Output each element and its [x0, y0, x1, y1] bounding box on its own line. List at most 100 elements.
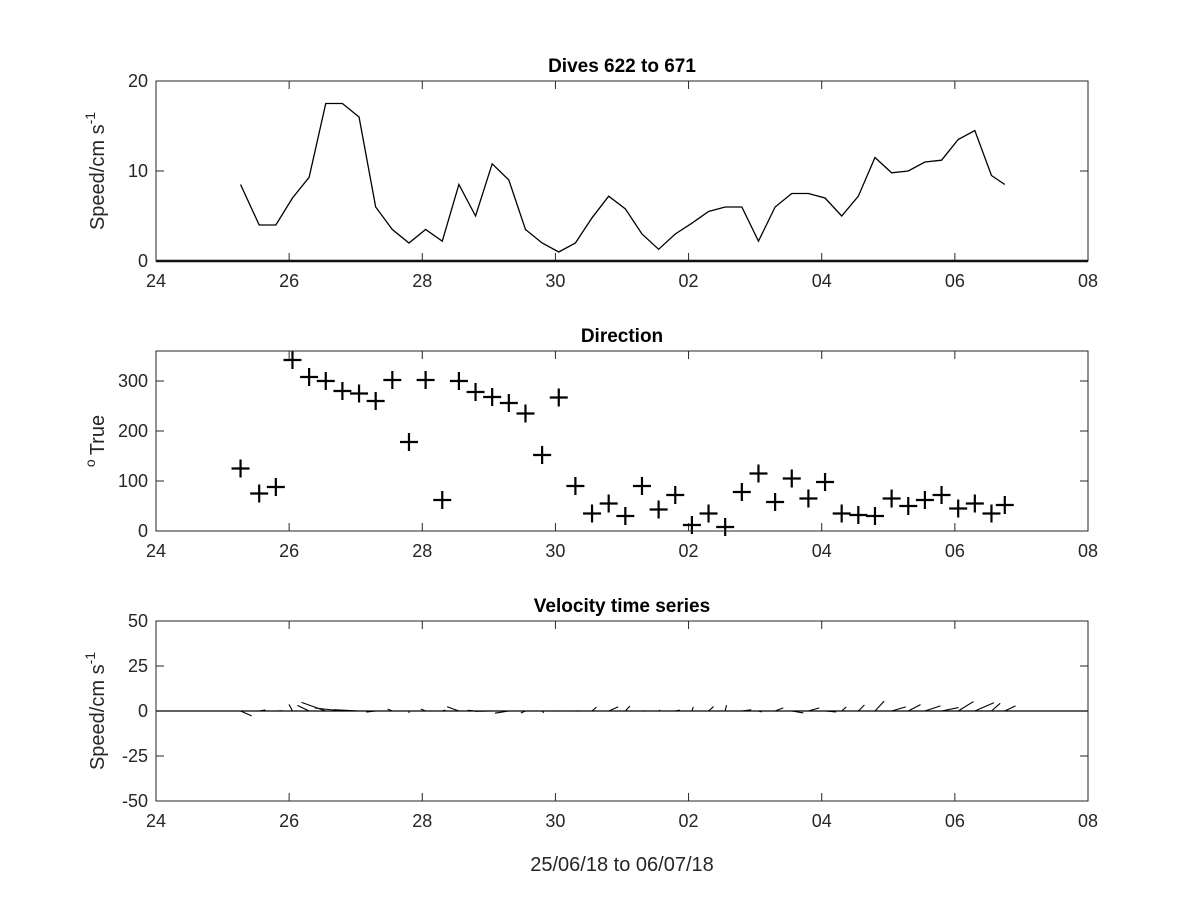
x-tick-label: 02 [679, 541, 699, 561]
direction-panel-y-label-prefix: o [82, 459, 98, 467]
direction-point [799, 489, 818, 508]
speed-panel-title: Dives 622 to 671 [548, 56, 696, 77]
velocity-stick [957, 701, 974, 712]
speed-panel-y-label: Speed/cm s-1 [82, 112, 109, 230]
x-tick-label: 26 [279, 811, 299, 831]
velocity-stick [520, 710, 526, 714]
x-tick-label: 26 [279, 541, 299, 561]
direction-point [782, 469, 801, 488]
direction-point [449, 372, 468, 390]
direction-point [699, 504, 718, 523]
velocity-stick [691, 706, 694, 712]
velocity-stick [442, 709, 446, 712]
velocity-stick [791, 710, 804, 714]
direction-point [549, 388, 568, 407]
direction-point [583, 504, 602, 523]
velocity-stick [608, 706, 619, 712]
y-tick-label: 50 [128, 611, 148, 631]
direction-point [283, 351, 302, 369]
direction-point [716, 518, 735, 536]
velocity-panel-x-label: 25/06/18 to 06/07/18 [530, 854, 714, 876]
velocity-stick [1004, 705, 1016, 712]
direction-point [616, 507, 635, 525]
direction-panel-y-label-text: True [87, 415, 109, 455]
direction-point [231, 459, 250, 478]
velocity-stick [366, 710, 376, 713]
velocity-stick [758, 710, 762, 713]
direction-point [433, 491, 452, 509]
y-tick-label: 10 [128, 161, 148, 181]
x-tick-label: 28 [412, 541, 432, 561]
velocity-stick [874, 700, 885, 712]
velocity-panel-title: Velocity time series [534, 596, 710, 617]
velocity-stick [467, 709, 476, 712]
direction-panel-y-label: o True [82, 415, 109, 467]
direction-panel-y-ticks: 0 100 200 300 [118, 371, 1088, 541]
y-tick-label: 0 [138, 701, 148, 721]
y-tick-label: 0 [138, 251, 148, 271]
speed-panel-x-ticks: 24 26 28 30 02 04 06 08 [146, 81, 1098, 291]
velocity-stick [808, 707, 820, 712]
x-tick-label: 28 [412, 811, 432, 831]
direction-point [949, 499, 968, 518]
direction-point [533, 446, 552, 464]
direction-point [333, 382, 352, 400]
direction-point [266, 478, 285, 496]
velocity-stick [924, 705, 941, 712]
velocity-stick [333, 709, 360, 712]
x-tick-label: 24 [146, 271, 166, 291]
velocity-stick [857, 704, 865, 712]
direction-point [466, 383, 485, 401]
direction-point [483, 388, 502, 406]
velocity-stick [420, 708, 426, 712]
speed-panel: Dives 622 to 671 24 26 28 30 02 04 06 08 01020 … [82, 56, 1098, 291]
velocity-stick [297, 704, 310, 712]
x-tick-label: 04 [812, 811, 832, 831]
direction-panel-x-ticks: 24 26 28 30 02 04 06 08 [146, 351, 1098, 561]
y-tick-label: 100 [118, 471, 148, 491]
direction-point [666, 486, 685, 504]
x-tick-label: 08 [1078, 541, 1098, 561]
speed-panel-y-label-text: Speed/cm s [87, 124, 109, 230]
x-tick-label: 04 [812, 271, 832, 291]
y-tick-label: 0 [138, 521, 148, 541]
direction-point [566, 477, 585, 495]
x-tick-label: 04 [812, 541, 832, 561]
direction-point [832, 504, 851, 523]
velocity-panel-y-label: Speed/cm s-1 [82, 652, 109, 770]
direction-point [516, 404, 535, 423]
y-tick-label: 300 [118, 371, 148, 391]
velocity-stick [591, 706, 597, 712]
velocity-stick [708, 706, 714, 712]
x-tick-label: 28 [412, 271, 432, 291]
direction-point [416, 371, 435, 389]
velocity-stick [941, 707, 959, 712]
y-tick-label: 25 [128, 656, 148, 676]
x-tick-label: 06 [945, 811, 965, 831]
x-tick-label: 02 [679, 271, 699, 291]
velocity-stick [675, 709, 680, 712]
velocity-stick [446, 706, 460, 712]
direction-point [732, 483, 751, 501]
x-tick-label: 06 [945, 541, 965, 561]
x-tick-label: 06 [945, 271, 965, 291]
direction-panel-marks [231, 351, 1014, 536]
direction-point [649, 500, 668, 519]
velocity-stick [841, 706, 847, 712]
velocity-stick [974, 702, 995, 712]
velocity-stick [908, 704, 921, 712]
x-tick-label: 08 [1078, 271, 1098, 291]
velocity-stick [387, 708, 393, 712]
velocity-stick [991, 702, 1001, 712]
velocity-stick [494, 710, 509, 714]
velocity-panel: Velocity time series 24 26 28 30 02 04 06 08 50… [82, 596, 1098, 876]
x-tick-label: 08 [1078, 811, 1098, 831]
velocity-stick [288, 704, 293, 712]
x-tick-label: 30 [545, 271, 565, 291]
velocity-stick [824, 710, 837, 713]
direction-point [882, 489, 901, 508]
x-tick-label: 02 [679, 811, 699, 831]
direction-point [316, 372, 335, 390]
